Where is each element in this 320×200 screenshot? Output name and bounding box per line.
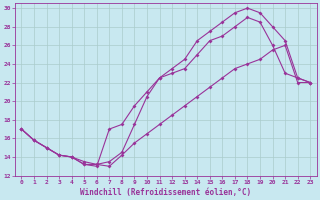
- X-axis label: Windchill (Refroidissement éolien,°C): Windchill (Refroidissement éolien,°C): [80, 188, 252, 197]
